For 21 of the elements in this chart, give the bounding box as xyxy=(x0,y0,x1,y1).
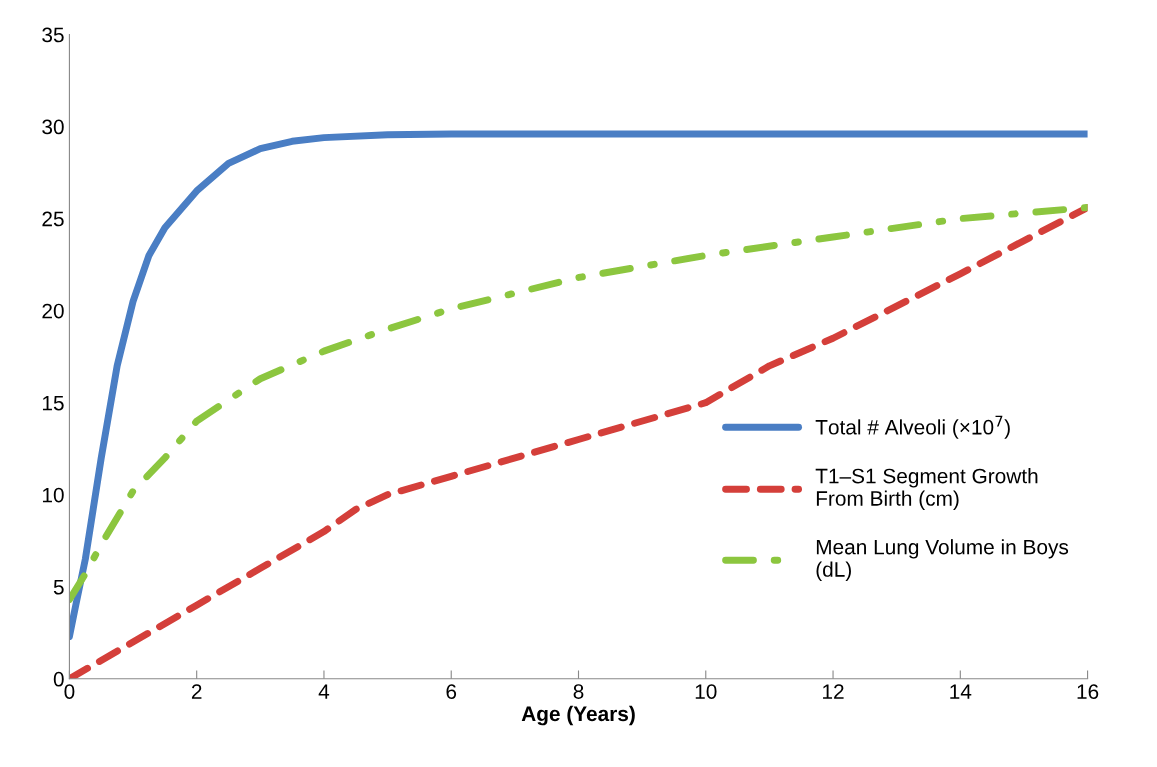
x-tick-label: 12 xyxy=(823,684,844,699)
y-tick-label: 5 xyxy=(53,579,64,595)
y-tick-label: 20 xyxy=(42,303,64,319)
legend-label: Mean Lung Volume in Boys (dL) xyxy=(816,539,1069,581)
y-tick-label: 30 xyxy=(42,119,64,135)
y-tick-label: 10 xyxy=(42,487,64,503)
y-tick-label: 0 xyxy=(53,671,64,687)
y-tick-label: 35 xyxy=(42,27,64,43)
x-tick-label: 8 xyxy=(573,684,584,699)
x-axis-title: Age (Years) xyxy=(521,705,635,726)
y-tick-label: 25 xyxy=(42,211,64,227)
y-tick-label: 15 xyxy=(42,395,64,411)
x-tick-label: 0 xyxy=(64,684,75,699)
x-tick-label: 2 xyxy=(191,684,202,699)
legend-label: T1–S1 Segment Growth From Birth (cm) xyxy=(815,468,1038,510)
x-tick-label: 6 xyxy=(446,684,457,699)
x-tick-label: 10 xyxy=(695,684,717,699)
legend-label: Total # Alveoli (×10$^{7}$) xyxy=(815,415,1010,439)
x-tick-label: 4 xyxy=(318,684,330,699)
x-tick-label: 14 xyxy=(950,684,972,699)
x-tick-label: 16 xyxy=(1077,684,1099,699)
